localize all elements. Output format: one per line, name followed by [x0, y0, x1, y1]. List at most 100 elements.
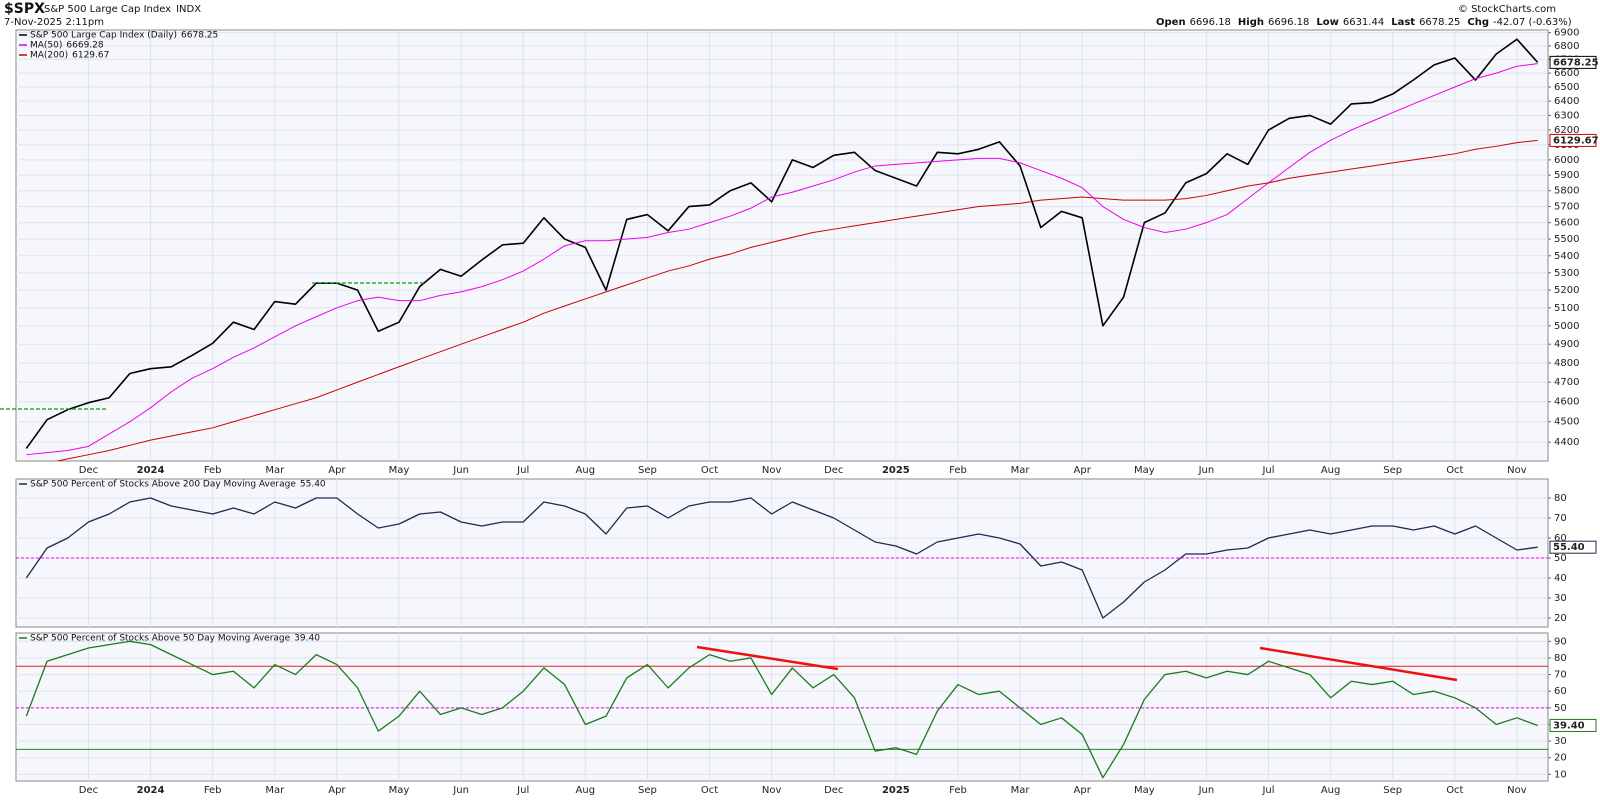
x-tick-label: Oct [1446, 465, 1463, 476]
y-tick-label: 5900 [1554, 170, 1579, 181]
last-value-box [1549, 718, 1597, 732]
y-tick-label: 4500 [1554, 417, 1579, 428]
x-tick-label: Nov [762, 785, 782, 796]
x-tick-label: Oct [701, 465, 718, 476]
y-tick-label: 6500 [1554, 82, 1579, 93]
x-tick-label: 2025 [882, 785, 910, 796]
y-tick-label: 5100 [1554, 303, 1579, 314]
quote: Open 6696.18 High 6696.18 Low 6631.44 Last 6678… [1156, 17, 1572, 28]
x-tick-label: Nov [762, 465, 782, 476]
x-tick-label: Oct [701, 785, 718, 796]
x-tick-label: 2024 [137, 785, 165, 796]
x-tick-label: Feb [949, 465, 967, 476]
series-line [26, 63, 1538, 456]
panel-bg [15, 478, 1549, 628]
exchange: INDX [176, 4, 201, 15]
last-value-label: 6129.67 [1553, 135, 1599, 146]
y-tick-label: 4900 [1554, 339, 1579, 350]
last-value-box [1549, 55, 1597, 69]
x-tick-label: Jun [1198, 465, 1215, 476]
y-tick-label: 6900 [1554, 28, 1579, 39]
x-tick-label: Jul [1261, 465, 1274, 476]
quote-label: Chg [1467, 17, 1489, 28]
x-tick-label: Jun [1198, 785, 1215, 796]
x-tick-label: Sep [638, 785, 657, 796]
y-tick-label: 80 [1554, 653, 1567, 664]
quote-label: Last [1391, 17, 1415, 28]
x-tick-label: May [1134, 465, 1155, 476]
x-tick-label: Sep [1383, 465, 1402, 476]
quote-value: 6678.25 [1419, 17, 1460, 28]
x-tick-label: Jul [516, 785, 529, 796]
y-tick-label: 90 [1554, 636, 1567, 647]
y-tick-label: 60 [1554, 533, 1567, 544]
legend-value: 6678.25 [181, 31, 218, 41]
y-tick-label: 30 [1554, 593, 1567, 604]
y-tick-label: 6600 [1554, 68, 1579, 79]
x-tick-label: May [1134, 785, 1155, 796]
y-tick-label: 50 [1554, 703, 1567, 714]
y-tick-label: 70 [1554, 513, 1567, 524]
x-tick-label: Feb [204, 785, 222, 796]
series-line [25, 640, 1538, 779]
panel-bg [15, 632, 1549, 782]
x-tick-label: Feb [204, 465, 222, 476]
x-tick-label: Dec [824, 465, 843, 476]
panel: 102030405060708090Dec2024FebMarAprMayJun… [15, 632, 1597, 796]
annotations [0, 282, 1458, 682]
last-value-label: 39.40 [1553, 720, 1585, 731]
y-tick-label: 5800 [1554, 186, 1579, 197]
legend-value: 39.40 [294, 634, 320, 644]
x-tick-label: Apr [328, 785, 346, 796]
quote-label: High [1238, 17, 1264, 28]
x-tick-label: Feb [949, 785, 967, 796]
x-tick-label: Nov [1507, 785, 1527, 796]
x-tick-label: Jun [452, 465, 469, 476]
x-tick-label: Aug [576, 785, 596, 796]
legend-value: 55.40 [300, 480, 326, 490]
y-tick-label: 4800 [1554, 358, 1579, 369]
y-tick-label: 10 [1554, 769, 1567, 780]
legend-value: 6669.28 [66, 41, 103, 51]
quote-label: Open [1156, 17, 1186, 28]
y-tick-label: 5200 [1554, 285, 1579, 296]
x-tick-label: May [389, 785, 410, 796]
index-name: S&P 500 Large Cap Index [44, 4, 171, 15]
x-tick-label: Aug [1321, 785, 1341, 796]
quote-value: -42.07 (-0.63%) [1493, 17, 1572, 28]
y-tick-label: 6200 [1554, 125, 1579, 136]
y-tick-label: 50 [1554, 553, 1567, 564]
x-tick-label: Mar [1011, 785, 1031, 796]
y-tick-label: 4700 [1554, 377, 1579, 388]
y-tick-label: 5000 [1554, 321, 1579, 332]
quote-value: 6696.18 [1190, 17, 1231, 28]
y-tick-label: 6400 [1554, 96, 1579, 107]
y-tick-label: 20 [1554, 613, 1567, 624]
x-tick-label: Sep [1383, 785, 1402, 796]
y-tick-label: 4400 [1554, 437, 1579, 448]
quote-value: 6631.44 [1343, 17, 1384, 28]
x-tick-label: Nov [1507, 465, 1527, 476]
series-line [25, 38, 1539, 449]
y-tick-label: 5400 [1554, 251, 1579, 262]
y-tick-label: 70 [1554, 670, 1567, 681]
x-tick-label: Apr [1074, 465, 1092, 476]
y-tick-label: 5500 [1554, 234, 1579, 245]
x-tick-label: Mar [265, 465, 285, 476]
series-line [54, 139, 1538, 461]
y-tick-label: 30 [1554, 736, 1567, 747]
legend-label: MA(50) [30, 41, 62, 51]
y-tick-label: 5300 [1554, 268, 1579, 279]
x-tick-label: Dec [79, 785, 98, 796]
last-value-box [1549, 540, 1597, 554]
x-tick-label: Apr [1074, 785, 1092, 796]
trend-line [1259, 646, 1458, 682]
y-tick-label: 6300 [1554, 110, 1579, 121]
y-tick-label: 4600 [1554, 397, 1579, 408]
y-tick-label: 6800 [1554, 41, 1579, 52]
x-tick-label: 2025 [882, 465, 910, 476]
y-tick-label: 60 [1554, 686, 1567, 697]
timestamp: 7-Nov-2025 2:11pm [4, 17, 104, 28]
x-tick-label: Mar [1011, 465, 1031, 476]
